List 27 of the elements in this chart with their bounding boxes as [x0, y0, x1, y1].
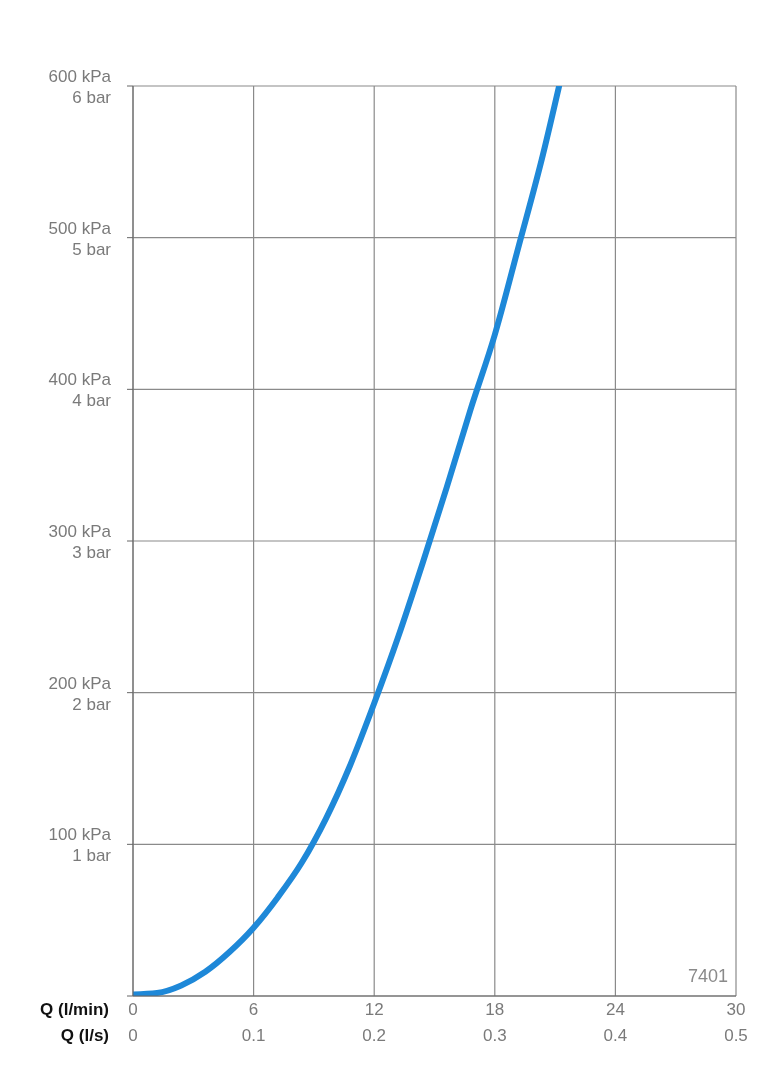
x2-tick-label: 0.5: [723, 1026, 749, 1046]
y-tick-label: 400 kPa: [48, 370, 112, 390]
x2-tick-label: 0: [128, 1026, 138, 1045]
y2-tick-label: 3 bar: [72, 543, 112, 562]
y2-tick-label: 4 bar: [72, 391, 112, 411]
y-tick-label: 100 kPa: [48, 825, 112, 845]
x2-tick-label: 0.4: [602, 1026, 629, 1046]
x-tick-label: 18: [484, 1000, 506, 1020]
x2-axis-title: Q (l/s): [59, 1026, 109, 1046]
y2-tick-label: 1 bar: [72, 846, 112, 866]
y2-tick-label: 2 bar: [72, 694, 112, 714]
y2-tick-label: 5 bar: [72, 239, 112, 259]
x-axis-title: Q (l/min): [39, 1000, 109, 1020]
y-tick-label: 500 kPa: [48, 218, 112, 238]
x-tick-label: 30: [725, 1000, 747, 1020]
x2-tick-label: 0.2: [361, 1026, 387, 1046]
x2-tick-label: 0.1: [240, 1026, 267, 1046]
x-tick-label: 6: [247, 1000, 260, 1020]
x2-tick-label: 0.3: [481, 1026, 508, 1046]
x-tick-label: 12: [363, 1000, 385, 1020]
y-tick-label: 200 kPa: [48, 673, 112, 693]
y2-tick-label: 6 bar: [72, 88, 112, 107]
x-tick-label: 0: [128, 1000, 138, 1019]
x-tick-label: 24: [604, 1000, 626, 1020]
annotation: 7401: [687, 966, 728, 987]
y-tick-label: 600 kPa: [48, 67, 112, 86]
y-tick-label: 300 kPa: [48, 522, 112, 541]
